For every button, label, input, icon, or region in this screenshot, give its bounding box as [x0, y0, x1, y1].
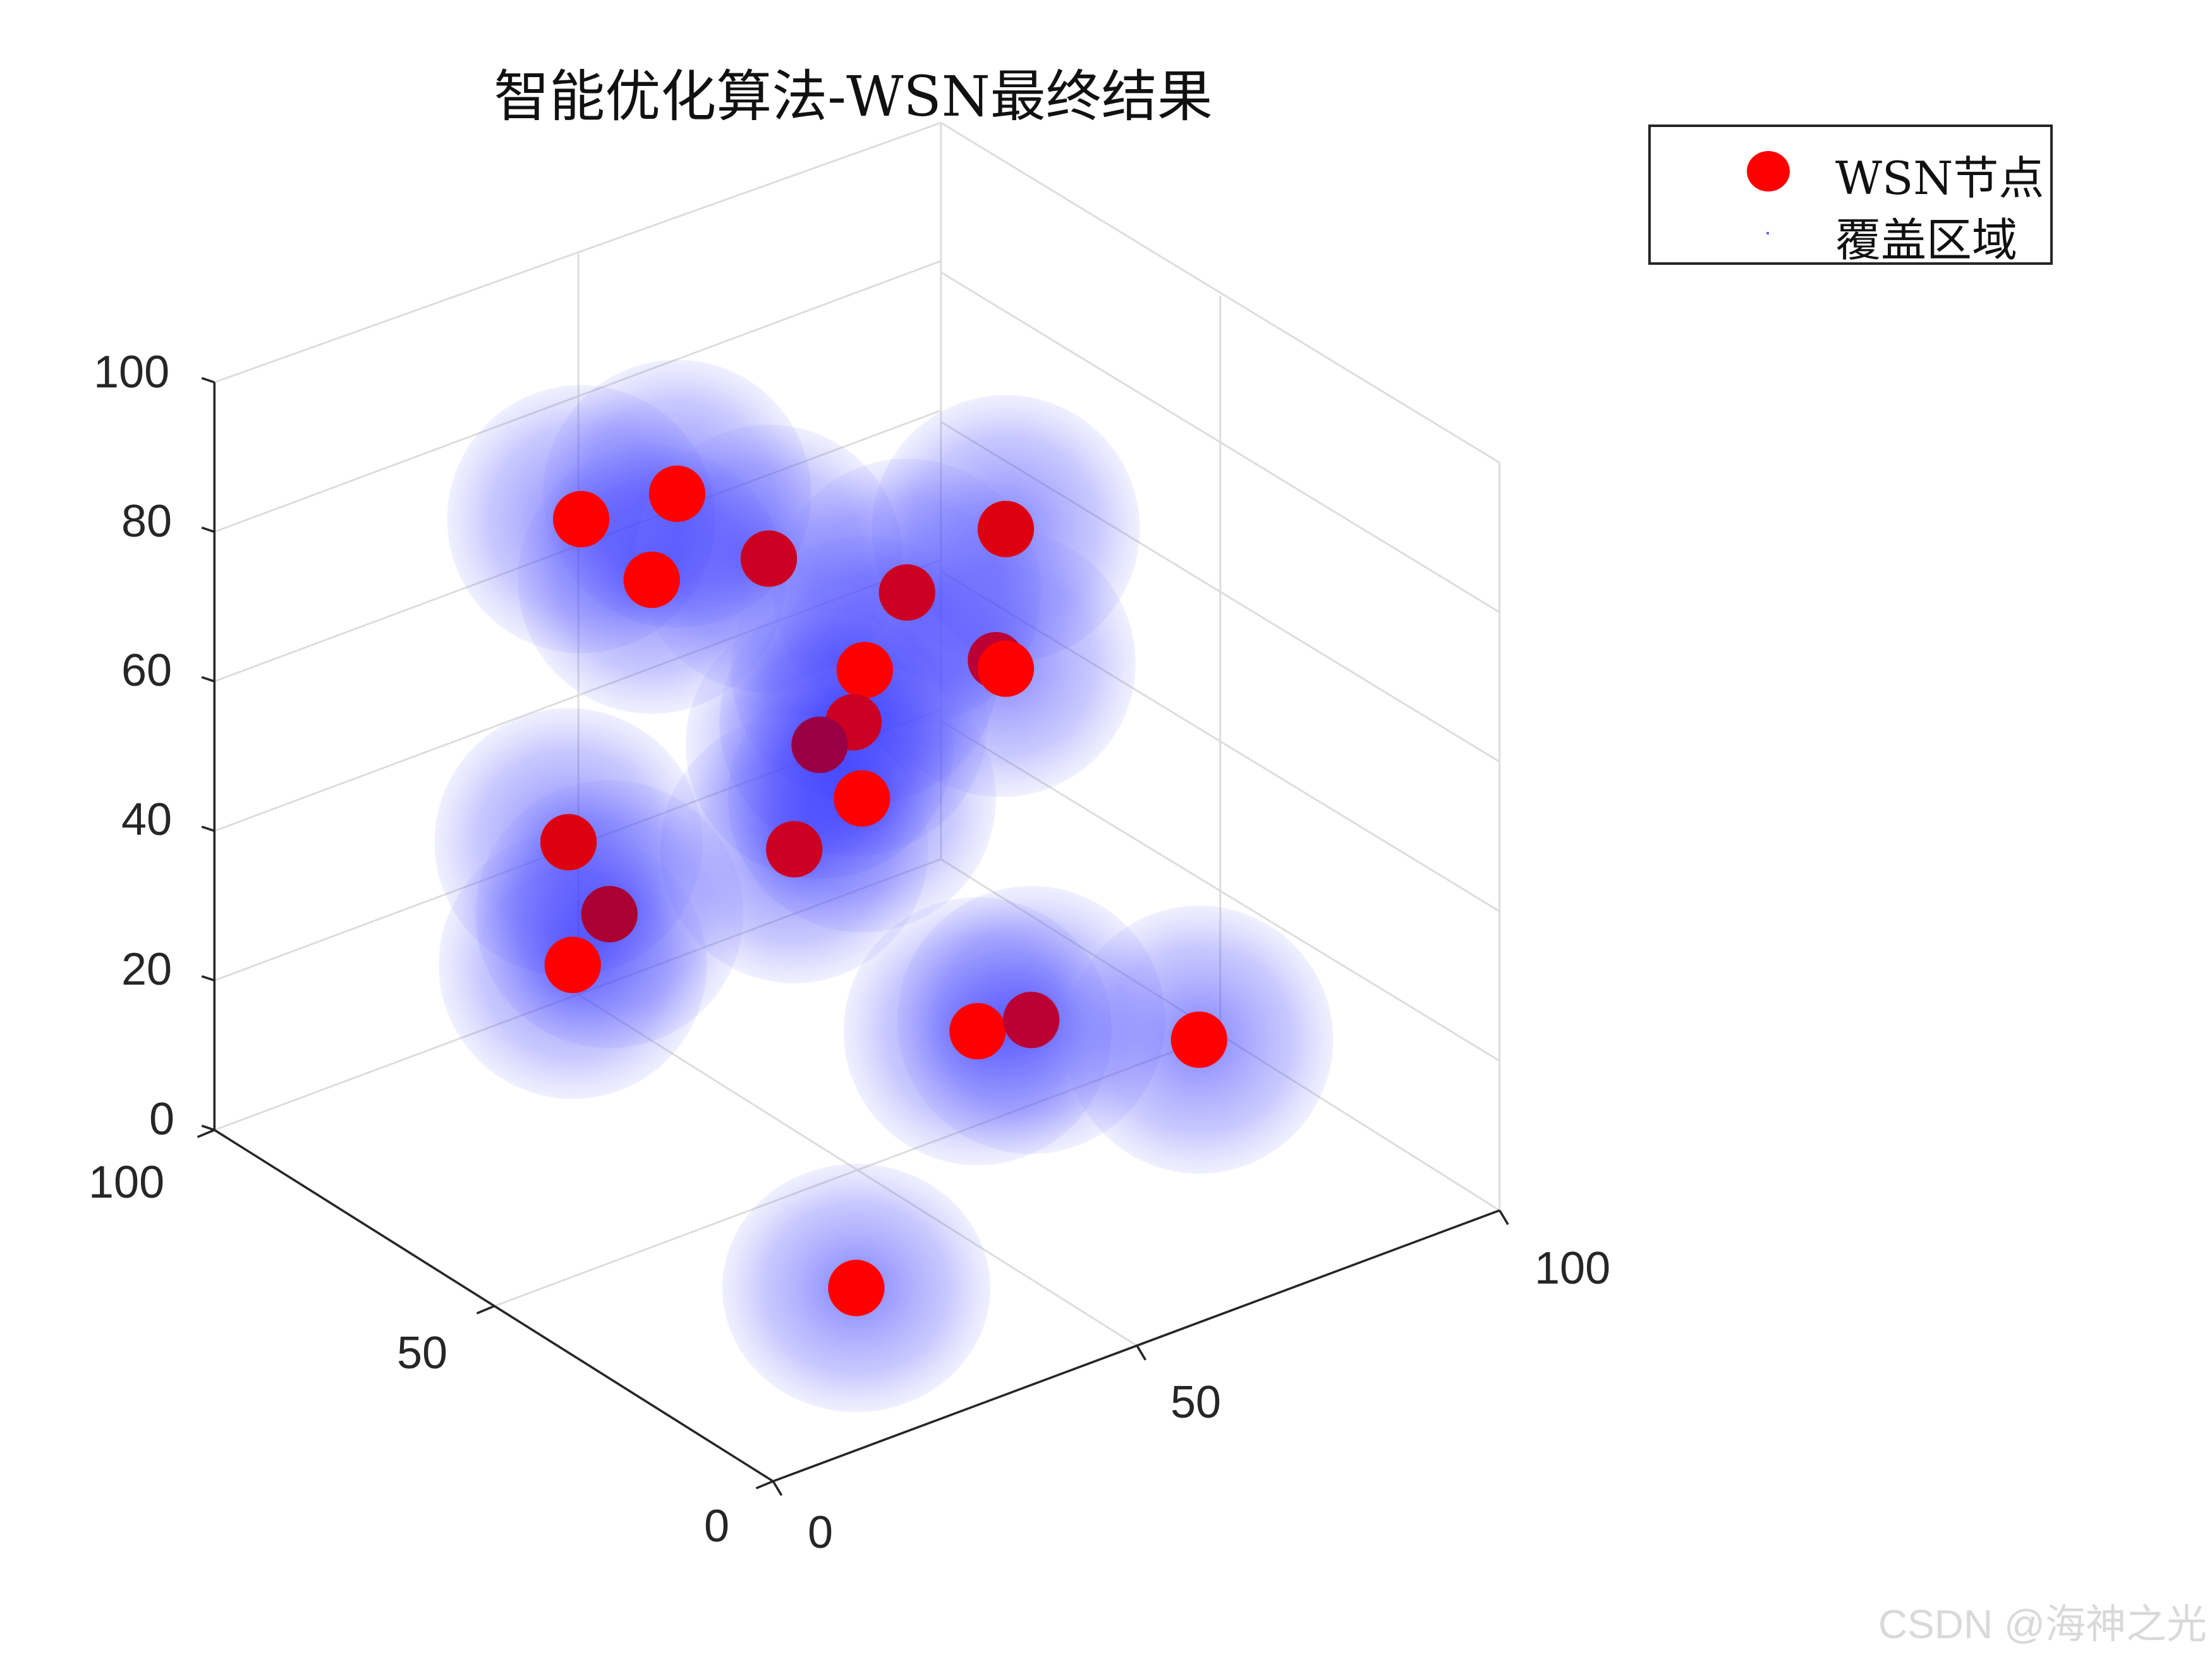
- z-tick-60: 60: [121, 645, 173, 696]
- y-tick-50: 50: [397, 1328, 448, 1378]
- legend-item-coverage: 覆盖区域: [1651, 195, 2050, 267]
- axes-lines: [197, 377, 1509, 1496]
- x-tick-50: 50: [1170, 1377, 1222, 1428]
- wsn-nodes: [540, 465, 1227, 1316]
- x-tick-0: 0: [808, 1507, 834, 1558]
- z-tick-0: 0: [149, 1094, 175, 1145]
- legend-label: WSN节点: [1835, 152, 2045, 205]
- z-tick-20: 20: [121, 944, 173, 995]
- watermark: CSDN @海神之光: [1878, 1601, 2207, 1647]
- legend-label: 覆盖区域: [1835, 214, 2018, 267]
- z-tick-80: 80: [121, 496, 173, 547]
- blue-point-marker-icon: [1766, 232, 1769, 234]
- red-circle-marker-icon: [1747, 151, 1790, 191]
- y-tick-100: 100: [88, 1157, 165, 1208]
- legend-item-nodes: WSN节点: [1651, 133, 2050, 205]
- y-tick-0: 0: [704, 1501, 730, 1552]
- legend: WSN节点 覆盖区域: [1648, 125, 2053, 267]
- z-tick-40: 40: [121, 794, 173, 845]
- x-tick-100: 100: [1534, 1243, 1611, 1294]
- chart-title: 智能优化算法-WSN最终结果: [494, 64, 1213, 129]
- z-tick-100: 100: [94, 347, 170, 398]
